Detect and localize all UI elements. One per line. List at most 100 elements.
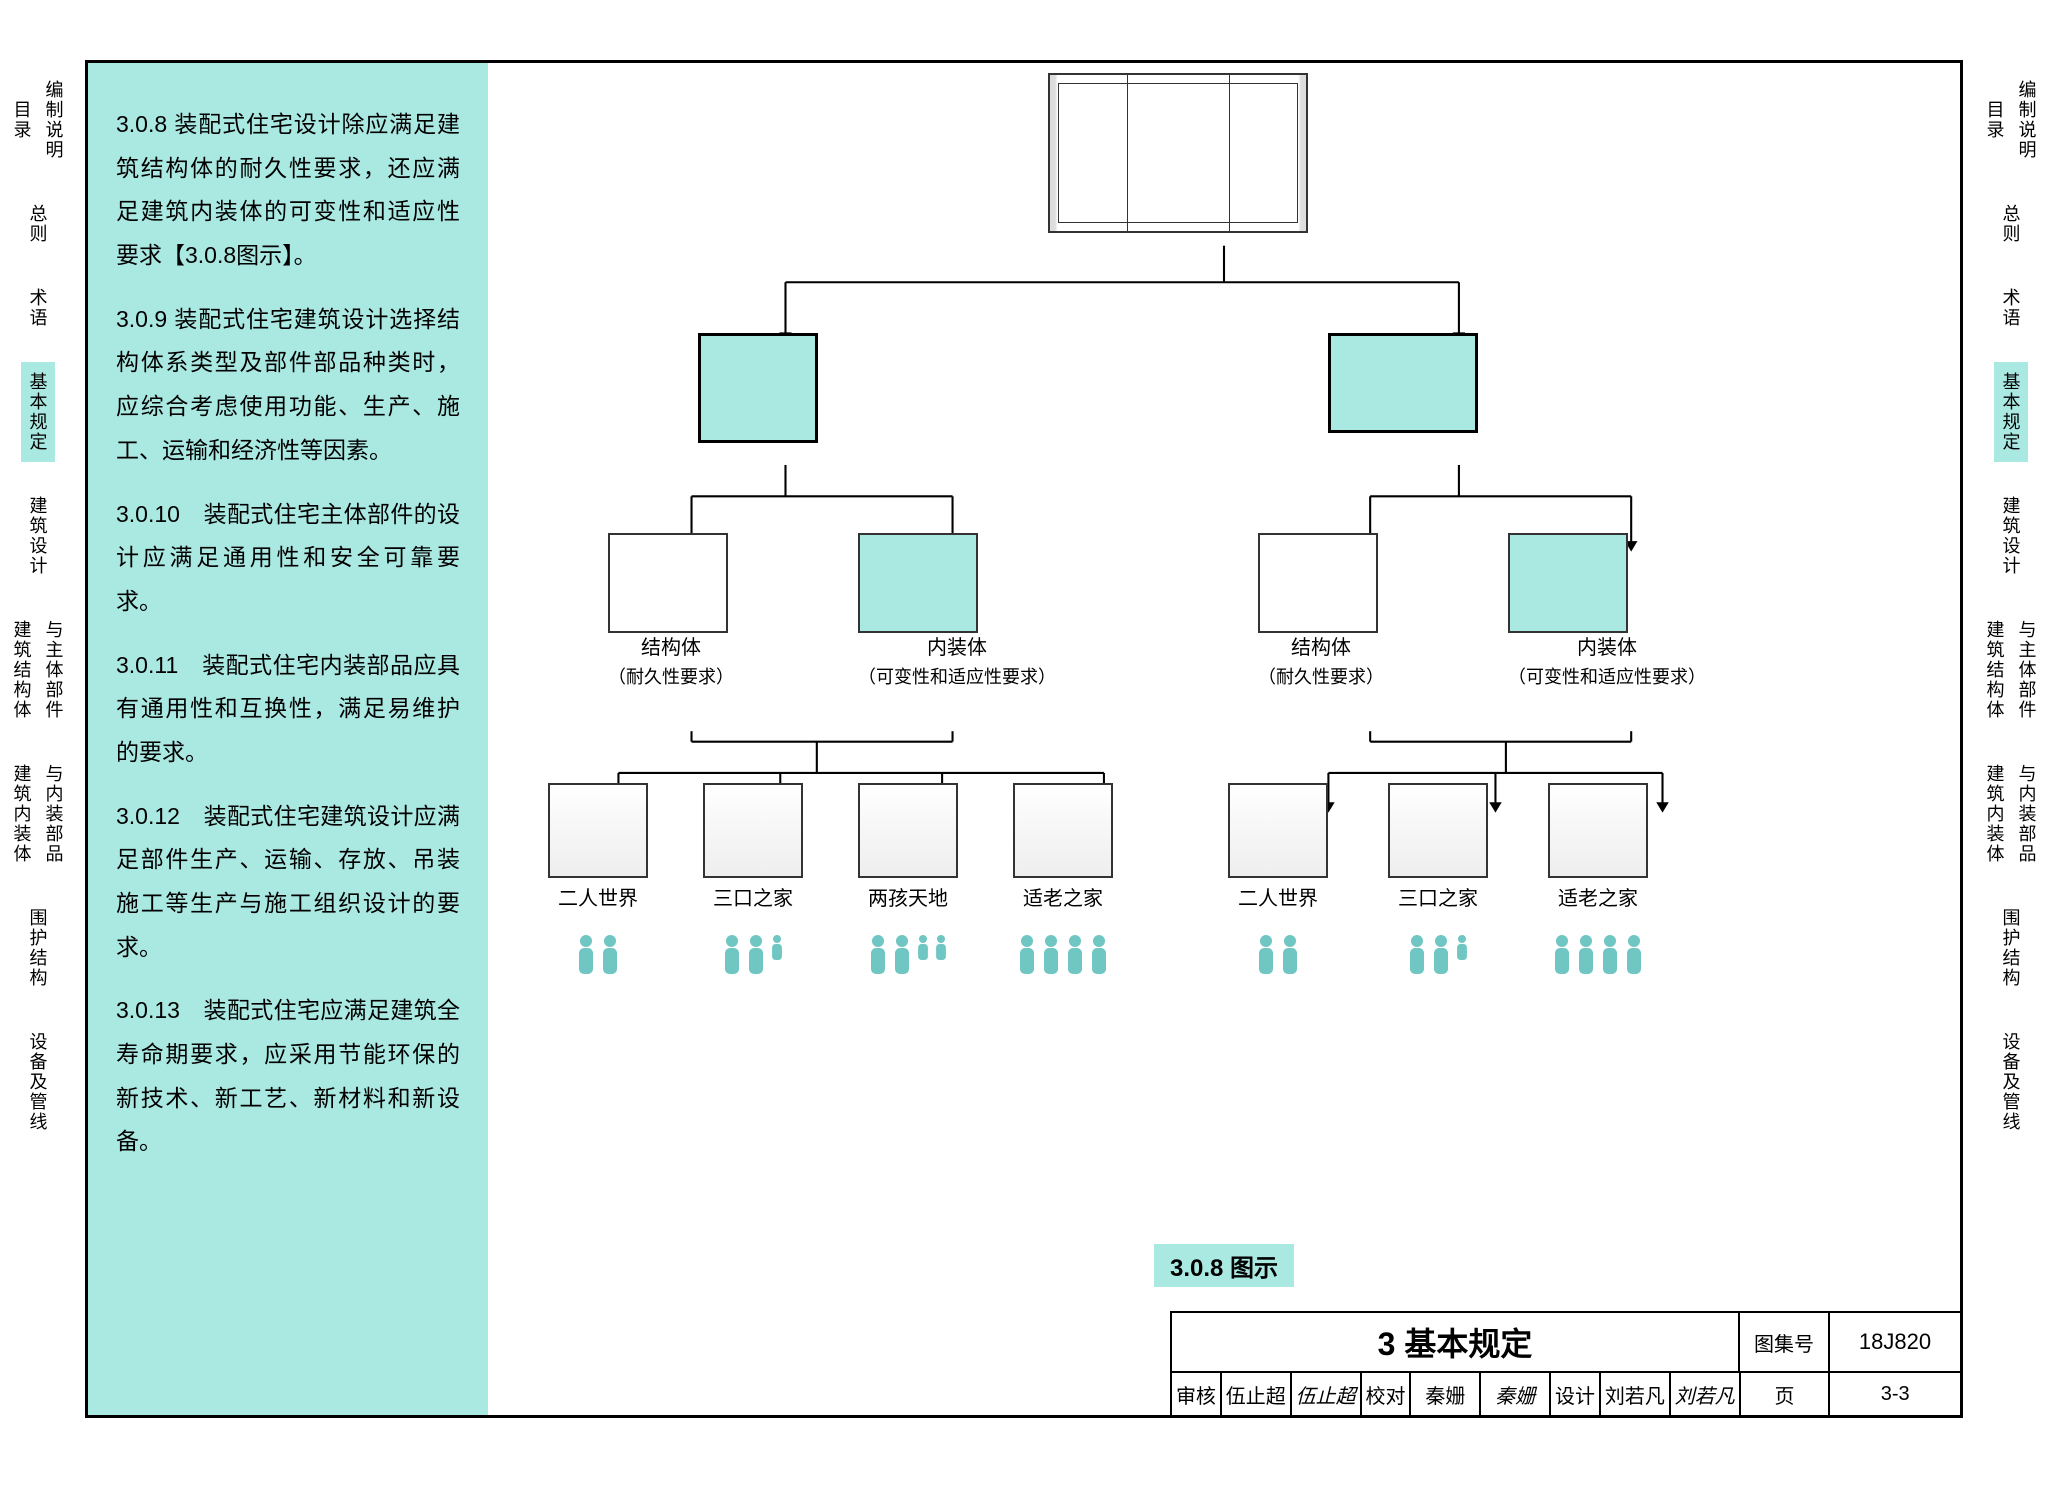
mid-0: 结构体 （耐久性要求） <box>608 533 734 689</box>
tb-key: 设计 <box>1551 1373 1601 1415</box>
mid-sublabel: （耐久性要求） <box>608 663 734 689</box>
person-icon <box>722 934 742 976</box>
floorplan-icon <box>703 783 803 878</box>
interior-plan-icon <box>1508 533 1628 633</box>
leaf-label: 适老之家 <box>1013 884 1113 914</box>
title-block: 3 基本规定 图集号 18J820 审核 伍止超 伍止超校对 秦姗 秦姗设计 刘… <box>1170 1311 1960 1415</box>
chapter-title: 3 基本规定 <box>1172 1313 1740 1373</box>
atlas-no: 18J820 <box>1830 1313 1960 1373</box>
mid-label: 结构体 <box>1258 633 1384 663</box>
nav-item-3[interactable]: 基本规定 <box>1994 362 2028 462</box>
struct-plan-icon <box>608 533 728 633</box>
interior-plan-icon <box>858 533 978 633</box>
person-icon <box>746 934 766 976</box>
paragraph-0: 3.0.8 装配式住宅设计除应满足建筑结构体的耐久性要求，还应满足建筑内装体的可… <box>116 103 460 278</box>
leaf-label: 适老之家 <box>1548 884 1648 914</box>
person-icon <box>1256 934 1276 976</box>
tb-name: 伍止超 <box>1222 1373 1292 1415</box>
leaf-left-0: 二人世界 <box>548 783 648 976</box>
nav-item-5[interactable]: 建筑结构体与主体部件 <box>0 610 75 730</box>
nav-item-4[interactable]: 建筑设计 <box>1998 486 2024 586</box>
nav-item-0[interactable]: 目录编制说明 <box>0 70 75 170</box>
nav-item-0[interactable]: 目录编制说明 <box>1973 70 2048 170</box>
person-icon <box>1089 934 1109 976</box>
floorplan-icon <box>1013 783 1113 878</box>
figure-label: 3.0.8 图示 <box>1154 1244 1294 1287</box>
nav-item-6[interactable]: 建筑内装体与内装部品 <box>0 754 75 874</box>
family-icons <box>703 934 803 976</box>
signature: 伍止超 <box>1292 1373 1362 1415</box>
person-icon <box>1431 934 1451 976</box>
nav-right: 目录编制说明总则术语基本规定建筑设计建筑结构体与主体部件建筑内装体与内装部品围护… <box>1973 0 2048 1488</box>
family-icons <box>1388 934 1488 976</box>
nav-item-5[interactable]: 建筑结构体与主体部件 <box>1973 610 2048 730</box>
paragraph-2: 3.0.10 装配式住宅主体部件的设计应满足通用性和安全可靠要求。 <box>116 493 460 624</box>
mid-label: 结构体 <box>608 633 734 663</box>
leaf-right-2: 适老之家 <box>1548 783 1648 976</box>
person-icon <box>1576 934 1596 976</box>
atlas-label: 图集号 <box>1740 1313 1830 1373</box>
tb-name: 秦姗 <box>1411 1373 1481 1415</box>
leaf-left-1: 三口之家 <box>703 783 803 976</box>
floorplan-icon <box>1548 783 1648 878</box>
paragraph-5: 3.0.13 装配式住宅应满足建筑全寿命期要求，应采用节能环保的新技术、新工艺、… <box>116 989 460 1164</box>
person-icon <box>1455 934 1469 976</box>
tb-key: 校对 <box>1362 1373 1412 1415</box>
nav-item-7[interactable]: 围护结构 <box>25 898 51 998</box>
person-icon <box>1407 934 1427 976</box>
leaf-label: 三口之家 <box>703 884 803 914</box>
family-icons <box>1228 934 1328 976</box>
leaf-right-1: 三口之家 <box>1388 783 1488 976</box>
paragraph-3: 3.0.11 装配式住宅内装部品应具有通用性和互换性，满足易维护的要求。 <box>116 644 460 775</box>
floorplan-icon <box>1228 783 1328 878</box>
person-icon <box>1280 934 1300 976</box>
diagram-panel: 结构体 （耐久性要求） 内装体 （可变性和适应性要求） 结构体 （耐久性要求） … <box>488 63 1960 1415</box>
tb-key: 审核 <box>1172 1373 1222 1415</box>
person-icon <box>1624 934 1644 976</box>
paragraph-1: 3.0.9 装配式住宅建筑设计选择结构体系类型及部件部品种类时，应综合考虑使用功… <box>116 298 460 473</box>
mid-3: 内装体 （可变性和适应性要求） <box>1508 533 1706 689</box>
nav-item-8[interactable]: 设备及管线 <box>25 1022 51 1142</box>
unit-right <box>1328 333 1478 433</box>
person-icon <box>1552 934 1572 976</box>
mid-2: 结构体 （耐久性要求） <box>1258 533 1384 689</box>
person-icon <box>1017 934 1037 976</box>
person-icon <box>1065 934 1085 976</box>
nav-item-3[interactable]: 基本规定 <box>21 362 55 462</box>
nav-item-2[interactable]: 术语 <box>25 278 51 338</box>
leaf-label: 三口之家 <box>1388 884 1488 914</box>
nav-item-2[interactable]: 术语 <box>1998 278 2024 338</box>
nav-item-6[interactable]: 建筑内装体与内装部品 <box>1973 754 2048 874</box>
text-panel: 3.0.8 装配式住宅设计除应满足建筑结构体的耐久性要求，还应满足建筑内装体的可… <box>88 63 488 1415</box>
family-icons <box>1548 934 1648 976</box>
person-icon <box>1600 934 1620 976</box>
struct-plan-icon <box>1258 533 1378 633</box>
leaf-label: 两孩天地 <box>858 884 958 914</box>
nav-item-1[interactable]: 总则 <box>25 194 51 254</box>
mid-sublabel: （耐久性要求） <box>1258 663 1384 689</box>
leaf-left-3: 适老之家 <box>1013 783 1113 976</box>
leaf-left-2: 两孩天地 <box>858 783 958 976</box>
nav-item-7[interactable]: 围护结构 <box>1998 898 2024 998</box>
family-icons <box>858 934 958 976</box>
nav-item-1[interactable]: 总则 <box>1998 194 2024 254</box>
leaf-label: 二人世界 <box>1228 884 1328 914</box>
family-icons <box>548 934 648 976</box>
person-icon <box>770 934 784 976</box>
page-no: 3-3 <box>1830 1373 1960 1415</box>
mid-label: 内装体 <box>1508 633 1706 663</box>
unit-left <box>698 333 818 443</box>
person-icon <box>892 934 912 976</box>
page-label: 页 <box>1741 1373 1831 1415</box>
person-icon <box>868 934 888 976</box>
unit-plan-icon <box>698 333 818 443</box>
mid-sublabel: （可变性和适应性要求） <box>1508 663 1706 689</box>
person-icon <box>916 934 930 976</box>
nav-left: 目录编制说明总则术语基本规定建筑设计建筑结构体与主体部件建筑内装体与内装部品围护… <box>0 0 75 1488</box>
person-icon <box>934 934 948 976</box>
paragraph-4: 3.0.12 装配式住宅建筑设计应满足部件生产、运输、存放、吊装施工等生产与施工… <box>116 795 460 970</box>
floorplan-icon <box>858 783 958 878</box>
nav-item-8[interactable]: 设备及管线 <box>1998 1022 2024 1142</box>
nav-item-4[interactable]: 建筑设计 <box>25 486 51 586</box>
building-plan-icon <box>1048 73 1308 233</box>
